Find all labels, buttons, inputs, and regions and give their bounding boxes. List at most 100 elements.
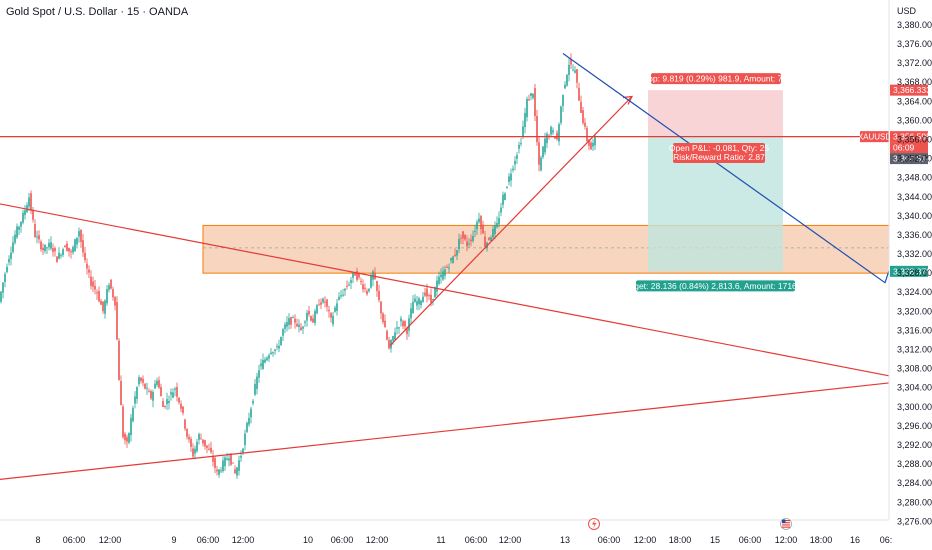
candle-body xyxy=(246,422,248,432)
candle-body xyxy=(192,448,194,457)
candle-body xyxy=(348,284,350,286)
candle-body xyxy=(96,292,98,294)
candle-body xyxy=(116,302,118,340)
axis-price-label: 06:09 xyxy=(890,142,928,154)
candle-body xyxy=(314,311,316,323)
candle-body xyxy=(508,176,510,182)
trend-line xyxy=(389,96,633,347)
candle-body xyxy=(554,136,556,139)
candle-body xyxy=(436,280,438,292)
candle-body xyxy=(28,197,30,207)
candle-body xyxy=(376,281,378,291)
candle-body xyxy=(36,236,38,238)
candle-body xyxy=(214,458,216,468)
candle-body xyxy=(440,274,442,278)
candle-body xyxy=(452,256,454,264)
axis-price-label-bg xyxy=(890,265,928,277)
y-tick-label: 3,352.000 xyxy=(897,154,932,164)
candle-body xyxy=(14,234,16,243)
candle-body xyxy=(324,301,326,303)
candle-body xyxy=(262,360,264,369)
candle-body xyxy=(558,124,560,142)
candle-body xyxy=(132,407,134,422)
candle-body xyxy=(238,460,240,471)
candle-body xyxy=(506,186,508,188)
candle-body xyxy=(78,231,80,237)
candle-body xyxy=(402,321,404,327)
candle-body xyxy=(178,397,180,403)
candle-body xyxy=(518,144,520,149)
y-tick-label: 3,292.000 xyxy=(897,440,932,450)
candle-body xyxy=(142,378,144,383)
symbol-label: XAUUSD xyxy=(858,131,891,143)
x-tick-label: 06:00 xyxy=(197,535,220,545)
candles xyxy=(0,53,596,479)
axis-price-label: 3,328.378 xyxy=(890,265,931,277)
x-tick-label: 9 xyxy=(171,535,176,545)
candle-body xyxy=(66,243,68,251)
candle-body xyxy=(588,139,590,146)
candle-body xyxy=(478,218,480,223)
candle-body xyxy=(40,241,42,250)
candle-body xyxy=(308,310,310,315)
candle-body xyxy=(52,248,54,252)
candle-body xyxy=(268,355,270,359)
candle-body xyxy=(58,252,60,259)
lightning-icon xyxy=(588,518,600,530)
y-tick-label: 3,356.000 xyxy=(897,134,932,144)
candle-body xyxy=(410,308,412,319)
y-tick-label: 3,368.000 xyxy=(897,77,932,87)
candle-body xyxy=(370,275,372,288)
candle-body xyxy=(540,157,542,171)
candle-body xyxy=(256,376,258,389)
y-tick-label: 3,308.000 xyxy=(897,364,932,374)
candle-body xyxy=(550,126,552,135)
flag-stripe xyxy=(782,520,790,522)
candle-body xyxy=(282,329,284,336)
candle-body xyxy=(542,146,544,158)
candle-body xyxy=(22,212,24,223)
flag-stripe xyxy=(782,522,790,524)
y-tick-label: 3,304.000 xyxy=(897,383,932,393)
chart-title: Gold Spot / U.S. Dollar · 15 · OANDA xyxy=(6,6,189,18)
candle-body xyxy=(400,318,402,322)
symbol-label-bg xyxy=(860,131,889,143)
candle-body xyxy=(582,110,584,124)
candle-body xyxy=(438,276,440,284)
candle-body xyxy=(580,101,582,113)
stop-label-text: Stop: 9.819 (0.29%) 981.9, Amount: 750 xyxy=(640,74,792,84)
candle-body xyxy=(144,383,146,389)
candle-body xyxy=(322,298,324,303)
candle-body xyxy=(498,217,500,225)
candle-body xyxy=(442,271,444,280)
candle-body xyxy=(386,331,388,340)
candle-body xyxy=(128,432,130,443)
candle-body xyxy=(156,380,158,385)
demand-zone xyxy=(202,224,890,274)
candle-body xyxy=(594,135,596,146)
candle-body xyxy=(464,235,466,240)
candle-body xyxy=(24,210,26,216)
candle-body xyxy=(546,133,548,144)
candle-body xyxy=(544,138,546,153)
candle-body xyxy=(104,300,106,314)
candle-body xyxy=(76,237,78,245)
candle-body xyxy=(222,460,224,472)
candle-body xyxy=(368,288,370,292)
candle-body xyxy=(430,294,432,303)
candle-body xyxy=(522,126,524,138)
candle-body xyxy=(30,193,32,211)
candle-body xyxy=(502,194,504,205)
candle-body xyxy=(332,315,334,325)
candle-body xyxy=(112,289,114,298)
y-tick-label: 3,324.000 xyxy=(897,287,932,297)
x-tick-label: 12:00 xyxy=(775,535,798,545)
candle-body xyxy=(166,399,168,405)
candle-body xyxy=(420,300,422,306)
candle-body xyxy=(18,226,20,230)
stop-area xyxy=(648,90,783,138)
candle-body xyxy=(356,270,358,280)
candle-body xyxy=(330,313,332,318)
candle-body xyxy=(100,300,102,305)
